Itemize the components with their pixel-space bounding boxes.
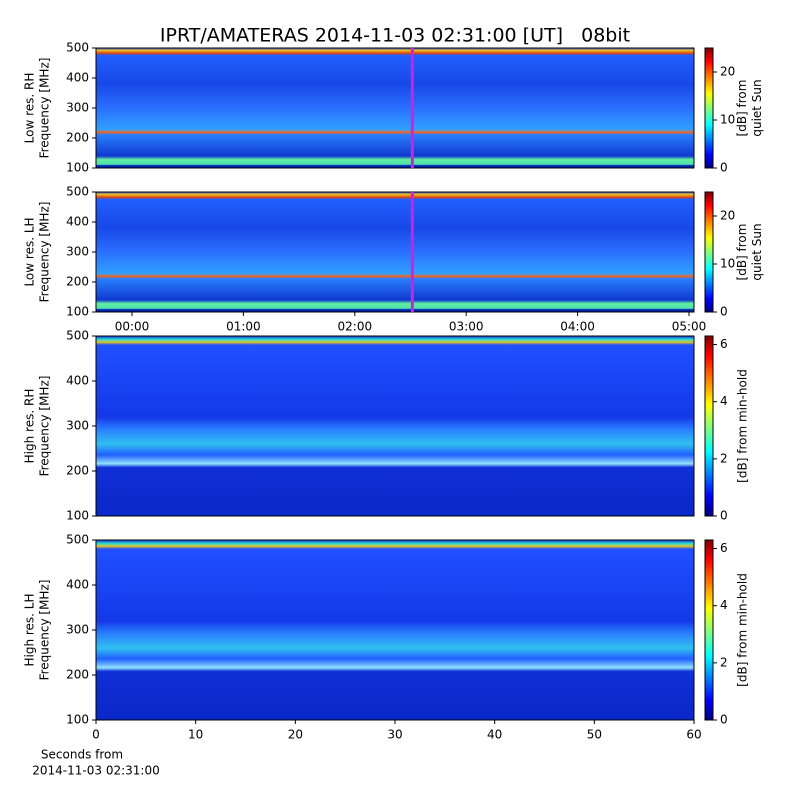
y-tick-label: 300 bbox=[66, 245, 89, 259]
y-tick-label: 200 bbox=[66, 668, 89, 682]
x-tick-label: 01:00 bbox=[226, 320, 261, 334]
colorbar-tick-label: 10 bbox=[720, 257, 735, 271]
x-tick-label: 20 bbox=[288, 728, 303, 742]
y-axis-label: Frequency [MHz] bbox=[38, 202, 52, 303]
y-axis-label: Frequency [MHz] bbox=[38, 58, 52, 159]
chart-title: IPRT/AMATERAS 2014-11-03 02:31:00 [UT] 0… bbox=[160, 25, 630, 47]
x-axis-label: Seconds from bbox=[41, 748, 123, 762]
colorbar-tick-label: 0 bbox=[720, 305, 728, 319]
x-tick-label: 0 bbox=[92, 728, 100, 742]
spectrogram bbox=[96, 192, 694, 312]
colorbar bbox=[704, 335, 714, 517]
x-tick-label: 10 bbox=[188, 728, 203, 742]
colorbar-tick-label: 0 bbox=[720, 713, 728, 727]
x-tick-label: 40 bbox=[487, 728, 502, 742]
colorbar-tick-label: 10 bbox=[720, 113, 735, 127]
colorbar-tick-label: 2 bbox=[720, 451, 728, 465]
y-tick-label: 400 bbox=[66, 578, 89, 592]
colorbar-tick-label: 0 bbox=[720, 509, 728, 523]
y-tick-label: 500 bbox=[66, 185, 89, 199]
x-tick-label: 02:00 bbox=[338, 320, 373, 334]
colorbar-label: [dB] from bbox=[735, 224, 749, 281]
y-tick-label: 100 bbox=[66, 305, 89, 319]
y-tick-label: 100 bbox=[66, 509, 89, 523]
y-tick-label: 100 bbox=[66, 161, 89, 175]
x-tick-label: 04:00 bbox=[560, 320, 595, 334]
y-tick-label: 400 bbox=[66, 374, 89, 388]
colorbar-tick-label: 2 bbox=[720, 655, 728, 669]
colorbar-label: [dB] from min-hold bbox=[736, 369, 750, 483]
spectrogram bbox=[96, 48, 694, 168]
colorbar-tick-label: 20 bbox=[720, 209, 735, 223]
y-tick-label: 500 bbox=[66, 533, 89, 547]
y-tick-label: 400 bbox=[66, 215, 89, 229]
colorbar-tick-label: 0 bbox=[720, 161, 728, 175]
spectrogram bbox=[96, 540, 694, 720]
colorbar bbox=[704, 539, 714, 721]
colorbar bbox=[704, 47, 714, 169]
y-axis-label: High res. RH bbox=[23, 389, 37, 464]
colorbar-label: quiet Sun bbox=[750, 223, 764, 280]
spectrogram bbox=[96, 336, 694, 516]
x-tick-label: 05:00 bbox=[672, 320, 707, 334]
x-tick-label: 00:00 bbox=[115, 320, 150, 334]
y-axis-label: Low res. LH bbox=[23, 217, 37, 286]
colorbar-tick-label: 6 bbox=[720, 337, 728, 351]
x-tick-label: 30 bbox=[387, 728, 402, 742]
y-tick-label: 200 bbox=[66, 131, 89, 145]
y-tick-label: 300 bbox=[66, 101, 89, 115]
y-tick-label: 500 bbox=[66, 41, 89, 55]
y-tick-label: 200 bbox=[66, 275, 89, 289]
x-axis-label: 2014-11-03 02:31:00 bbox=[32, 764, 159, 778]
colorbar-tick-label: 20 bbox=[720, 65, 735, 79]
y-tick-label: 300 bbox=[66, 623, 89, 637]
y-tick-label: 400 bbox=[66, 71, 89, 85]
colorbar-label: [dB] from bbox=[735, 80, 749, 137]
x-tick-label: 03:00 bbox=[449, 320, 484, 334]
y-axis-label: Frequency [MHz] bbox=[38, 580, 52, 681]
colorbar bbox=[704, 191, 714, 313]
colorbar-tick-label: 4 bbox=[720, 394, 728, 408]
colorbar-label: quiet Sun bbox=[750, 79, 764, 136]
x-tick-label: 50 bbox=[587, 728, 602, 742]
y-tick-label: 300 bbox=[66, 419, 89, 433]
colorbar-label: [dB] from min-hold bbox=[736, 573, 750, 687]
colorbar-tick-label: 6 bbox=[720, 541, 728, 555]
x-tick-label: 60 bbox=[686, 728, 701, 742]
y-axis-label: High res. LH bbox=[23, 593, 37, 666]
y-tick-label: 500 bbox=[66, 329, 89, 343]
y-tick-label: 200 bbox=[66, 464, 89, 478]
y-axis-label: Low res. RH bbox=[23, 73, 37, 144]
y-tick-label: 100 bbox=[66, 713, 89, 727]
colorbar-tick-label: 4 bbox=[720, 598, 728, 612]
y-axis-label: Frequency [MHz] bbox=[38, 376, 52, 477]
